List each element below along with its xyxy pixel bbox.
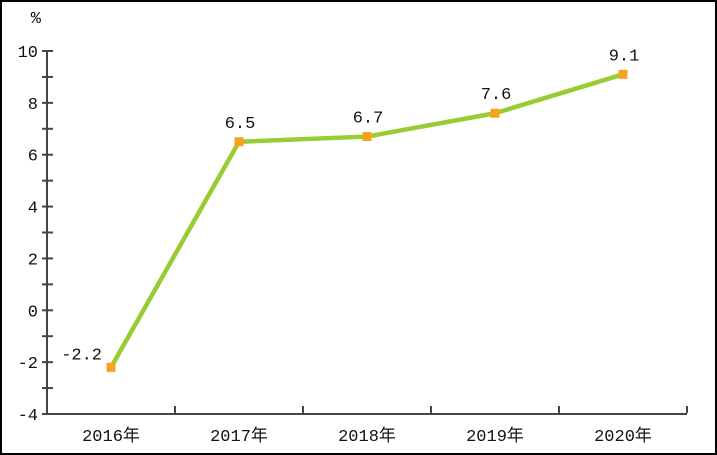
x-category-label: 2019年 xyxy=(466,426,524,447)
data-label: 6.5 xyxy=(225,115,256,134)
y-tick-label: 2 xyxy=(28,251,38,270)
y-tick-label: 6 xyxy=(28,148,38,167)
data-label: 9.1 xyxy=(609,47,640,66)
data-point-marker xyxy=(362,132,372,142)
y-tick-label: -2 xyxy=(18,355,38,374)
x-category-label: 2016年 xyxy=(82,426,140,447)
x-category-label: 2020年 xyxy=(594,426,652,447)
data-label: 6.7 xyxy=(353,110,384,129)
data-point-marker xyxy=(234,137,244,147)
y-tick-label: 8 xyxy=(28,96,38,115)
y-axis-unit-label: % xyxy=(31,10,42,29)
y-tick-label: 4 xyxy=(28,200,38,219)
y-tick-label: 0 xyxy=(28,303,38,322)
x-category-label: 2018年 xyxy=(338,426,396,447)
y-tick-label: -4 xyxy=(18,407,38,426)
data-point-marker xyxy=(618,69,628,79)
data-label: -2.2 xyxy=(61,346,102,365)
data-point-marker xyxy=(490,108,500,118)
x-category-label: 2017年 xyxy=(210,426,268,447)
data-point-marker xyxy=(106,362,116,372)
y-tick-label: 10 xyxy=(18,44,38,63)
data-label: 7.6 xyxy=(481,86,512,105)
